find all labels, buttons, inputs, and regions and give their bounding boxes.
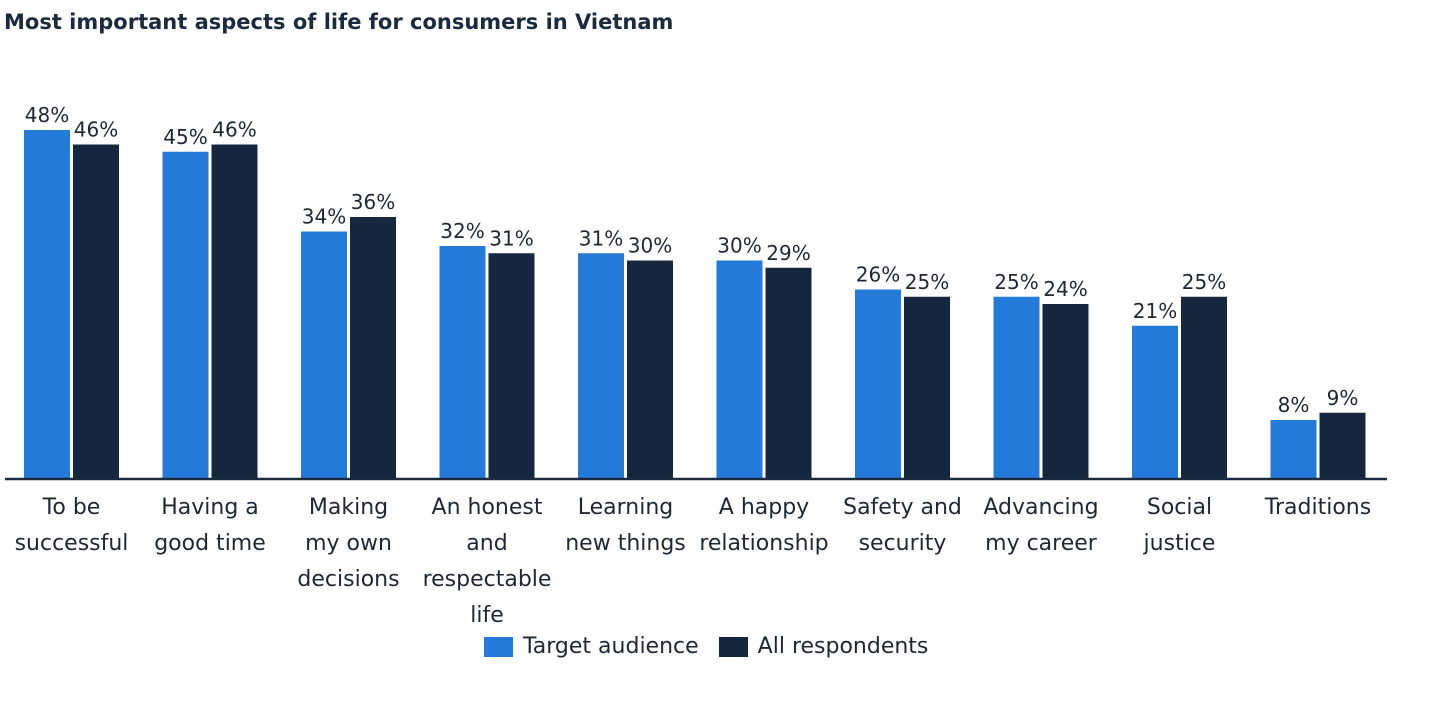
data-label-all-respondents-safety-and-security: 25% [905, 270, 949, 294]
category-label-a-happy-relationship: A happy [719, 495, 809, 520]
data-label-all-respondents-making-my-own-decisions: 36% [351, 190, 395, 214]
bar-target-audience-social-justice[interactable] [1132, 325, 1178, 478]
category-label-advancing-my-career: Advancing [983, 495, 1098, 520]
bar-target-audience-safety-and-security[interactable] [855, 289, 901, 479]
category-label-having-a-good-time: good time [154, 531, 266, 556]
bar-all-respondents-a-happy-relationship[interactable] [765, 267, 812, 478]
legend-swatch-all-respondents [718, 636, 748, 657]
category-label-an-honest-and-respectable-life: An honest [432, 495, 543, 520]
legend-item-target-audience[interactable]: Target audience [484, 634, 699, 659]
data-label-target-audience-having-a-good-time: 45% [163, 125, 207, 149]
category-label-learning-new-things: new things [565, 531, 686, 556]
bar-all-respondents-an-honest-and-respectable-life[interactable] [488, 253, 535, 478]
category-label-to-be-successful: successful [15, 531, 129, 556]
category-label-safety-and-security: security [859, 531, 947, 556]
data-label-target-audience-safety-and-security: 26% [856, 263, 900, 287]
category-label-a-happy-relationship: relationship [699, 531, 828, 556]
bar-all-respondents-learning-new-things[interactable] [627, 260, 673, 479]
category-label-traditions: Traditions [1264, 495, 1371, 520]
legend-swatch-target-audience [484, 636, 513, 657]
bar-all-respondents-to-be-successful[interactable] [73, 144, 119, 479]
chart-title: Most important aspects of life for consu… [4, 10, 674, 34]
category-label-making-my-own-decisions: Making [309, 495, 388, 520]
bar-target-audience-an-honest-and-respectable-life[interactable] [439, 246, 486, 478]
category-label-an-honest-and-respectable-life: respectable [423, 567, 552, 592]
bar-target-audience-making-my-own-decisions[interactable] [301, 231, 347, 479]
category-label-having-a-good-time: Having a [161, 495, 259, 520]
category-label-making-my-own-decisions: my own [305, 531, 392, 556]
category-label-an-honest-and-respectable-life: and [466, 531, 507, 556]
data-label-target-audience-advancing-my-career: 25% [994, 270, 1038, 294]
data-label-all-respondents-to-be-successful: 46% [74, 118, 118, 142]
bar-target-audience-to-be-successful[interactable] [24, 130, 70, 478]
category-label-advancing-my-career: my career [985, 531, 1098, 556]
data-label-all-respondents-a-happy-relationship: 29% [766, 241, 810, 265]
data-label-target-audience-making-my-own-decisions: 34% [302, 205, 346, 229]
category-label-learning-new-things: Learning [578, 495, 674, 520]
legend-label-target-audience: Target audience [523, 634, 699, 659]
category-label-to-be-successful: To be [42, 495, 101, 520]
data-label-target-audience-a-happy-relationship: 30% [717, 234, 761, 258]
bar-all-respondents-traditions[interactable] [1319, 412, 1366, 478]
category-label-an-honest-and-respectable-life: life [470, 603, 504, 628]
legend: Target audience All respondents [484, 634, 948, 659]
bar-target-audience-having-a-good-time[interactable] [162, 151, 209, 478]
bar-target-audience-traditions[interactable] [1270, 420, 1317, 478]
data-label-target-audience-social-justice: 21% [1133, 299, 1177, 323]
category-label-safety-and-security: Safety and [843, 495, 962, 520]
legend-item-all-respondents[interactable]: All respondents [718, 634, 929, 659]
data-label-target-audience-traditions: 8% [1278, 393, 1310, 417]
data-label-all-respondents-advancing-my-career: 24% [1043, 277, 1087, 301]
category-label-social-justice: Social [1147, 495, 1212, 520]
category-label-making-my-own-decisions: decisions [297, 567, 399, 592]
bar-all-respondents-advancing-my-career[interactable] [1042, 304, 1089, 478]
data-label-all-respondents-an-honest-and-respectable-life: 31% [489, 226, 533, 250]
bar-all-respondents-making-my-own-decisions[interactable] [350, 217, 396, 478]
bar-target-audience-a-happy-relationship[interactable] [716, 260, 763, 479]
data-label-all-respondents-social-justice: 25% [1182, 270, 1226, 294]
data-label-all-respondents-learning-new-things: 30% [628, 234, 672, 258]
legend-label-all-respondents: All respondents [757, 634, 929, 659]
category-label-social-justice: justice [1143, 531, 1216, 556]
bar-all-respondents-social-justice[interactable] [1181, 296, 1227, 478]
data-label-all-respondents-having-a-good-time: 46% [212, 118, 256, 142]
bar-target-audience-advancing-my-career[interactable] [993, 296, 1040, 478]
data-label-target-audience-an-honest-and-respectable-life: 32% [440, 219, 484, 243]
bar-all-respondents-having-a-good-time[interactable] [211, 144, 258, 479]
data-label-target-audience-to-be-successful: 48% [25, 103, 69, 127]
data-label-all-respondents-traditions: 9% [1327, 386, 1359, 410]
bar-target-audience-learning-new-things[interactable] [578, 253, 624, 478]
bar-all-respondents-safety-and-security[interactable] [904, 296, 950, 478]
data-label-target-audience-learning-new-things: 31% [579, 226, 623, 250]
